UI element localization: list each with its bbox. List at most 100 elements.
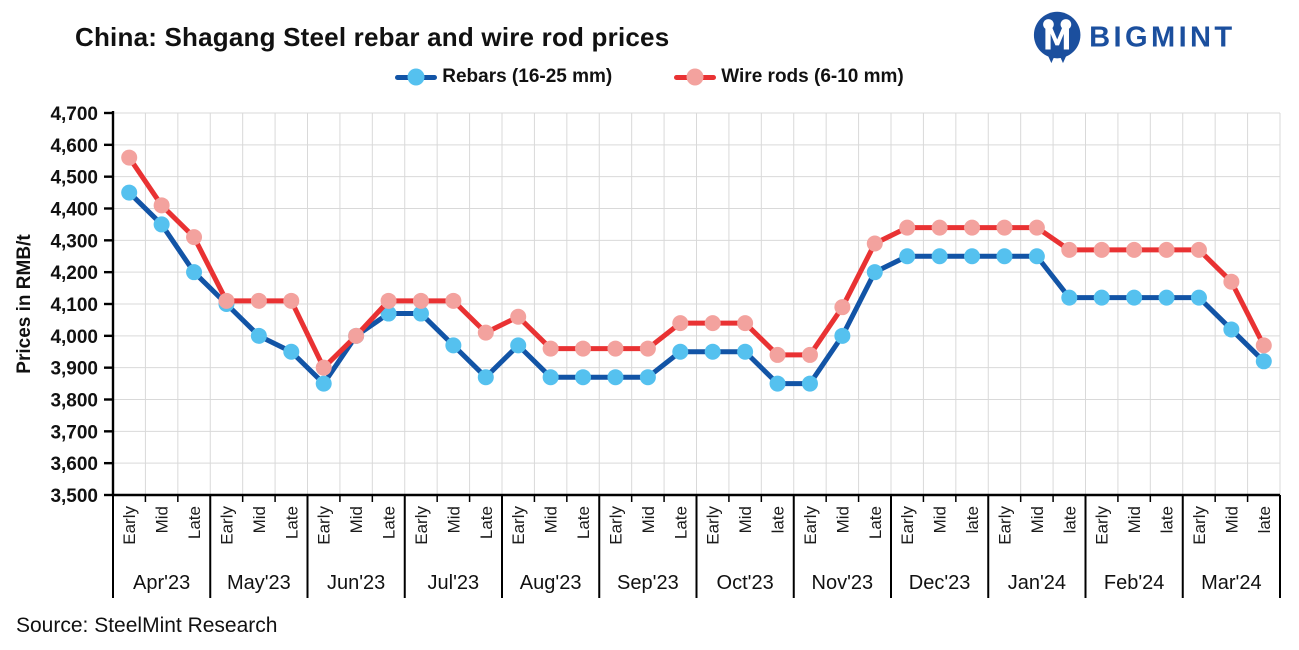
data-point-marker: [445, 337, 462, 354]
month-label: Feb'24: [1104, 572, 1165, 594]
y-tick-label: 4,600: [50, 136, 98, 157]
data-point-marker: [1223, 321, 1240, 338]
y-tick-label: 4,000: [50, 327, 98, 348]
data-point-marker: [250, 292, 267, 309]
data-point-marker: [801, 375, 818, 392]
rebars-line-marker-icon: [395, 68, 438, 86]
period-label: Early: [1093, 506, 1112, 545]
data-point-marker: [283, 292, 300, 309]
period-label: late: [963, 506, 982, 533]
bigmint-logo: M BIGMINT: [1033, 11, 1235, 64]
data-point-marker: [1093, 289, 1110, 306]
data-point-marker: [834, 299, 851, 316]
y-axis-title: Prices in RMB/t: [14, 234, 35, 374]
data-point-marker: [1255, 337, 1272, 354]
data-point-marker: [1061, 289, 1078, 306]
data-point-marker: [542, 369, 559, 386]
month-label: Jul'23: [428, 572, 480, 594]
period-label: Mid: [931, 506, 950, 533]
data-point-marker: [575, 369, 592, 386]
data-point-marker: [412, 292, 429, 309]
data-point-marker: [737, 343, 754, 360]
data-point-marker: [283, 343, 300, 360]
data-point-marker: [1061, 241, 1078, 258]
period-label: Early: [1190, 506, 1209, 545]
data-point-marker: [121, 149, 138, 166]
y-tick-label: 4,500: [50, 168, 98, 189]
period-label: Late: [282, 506, 301, 539]
data-point-marker: [1028, 219, 1045, 236]
month-label: Dec'23: [909, 572, 971, 594]
period-label: Late: [574, 506, 593, 539]
data-point-marker: [866, 264, 883, 281]
data-point-marker: [672, 343, 689, 360]
data-point-marker: [315, 359, 332, 376]
data-point-marker: [1158, 289, 1175, 306]
page-title: China: Shagang Steel rebar and wire rod …: [75, 22, 670, 52]
data-point-marker: [510, 337, 527, 354]
period-label: Early: [120, 506, 139, 545]
bigmint-logo-icon: M: [1033, 11, 1081, 64]
period-label: Early: [315, 506, 334, 545]
data-point-marker: [769, 375, 786, 392]
data-point-marker: [186, 229, 203, 246]
data-point-marker: [510, 308, 527, 325]
legend-label-rebars: Rebars (16-25 mm): [442, 66, 613, 87]
data-point-marker: [186, 264, 203, 281]
period-label: Mid: [1028, 506, 1047, 533]
y-tick-label: 3,900: [50, 359, 98, 380]
data-point-marker: [1190, 289, 1207, 306]
period-label: Late: [380, 506, 399, 539]
period-label: Mid: [736, 506, 755, 533]
period-label: Mid: [153, 506, 172, 533]
month-label: Mar'24: [1201, 572, 1262, 594]
legend-item-wire-rods: Wire rods (6-10 mm): [674, 66, 904, 88]
period-label: Mid: [639, 506, 658, 533]
legend-item-rebars: Rebars (16-25 mm): [395, 66, 612, 88]
month-label: Jan'24: [1008, 572, 1066, 594]
legend-label-wire-rods: Wire rods (6-10 mm): [721, 66, 904, 87]
month-label: Apr'23: [133, 572, 190, 594]
period-label: late: [1060, 506, 1079, 533]
data-point-marker: [704, 343, 721, 360]
period-label: Mid: [250, 506, 269, 533]
period-label: Early: [704, 506, 723, 545]
data-point-marker: [380, 292, 397, 309]
data-point-marker: [866, 235, 883, 252]
data-point-marker: [834, 327, 851, 344]
data-point-marker: [477, 324, 494, 341]
period-label: Early: [509, 506, 528, 545]
data-point-marker: [639, 369, 656, 386]
data-point-marker: [931, 219, 948, 236]
month-label: Jun'23: [327, 572, 385, 594]
data-point-marker: [542, 340, 559, 357]
wire-rods-line-marker-icon: [674, 68, 717, 86]
data-point-marker: [964, 219, 981, 236]
period-label: Late: [866, 506, 885, 539]
data-point-marker: [412, 305, 429, 322]
y-tick-label: 3,800: [50, 391, 98, 412]
data-point-marker: [1093, 241, 1110, 258]
y-tick-label: 3,500: [50, 486, 98, 507]
data-point-marker: [380, 305, 397, 322]
y-tick-label: 4,100: [50, 295, 98, 316]
data-point-marker: [996, 219, 1013, 236]
data-point-marker: [1223, 273, 1240, 290]
data-point-marker: [1190, 241, 1207, 258]
data-point-marker: [445, 292, 462, 309]
source-note: Source: SteelMint Research: [16, 614, 278, 637]
period-label: late: [1255, 506, 1274, 533]
period-label: Early: [801, 506, 820, 545]
data-point-marker: [672, 315, 689, 332]
period-label: late: [1158, 506, 1177, 533]
period-label: Mid: [1222, 506, 1241, 533]
data-point-marker: [315, 375, 332, 392]
data-point-marker: [607, 369, 624, 386]
bigmint-logo-text: BIGMINT: [1089, 22, 1235, 54]
period-label: late: [769, 506, 788, 533]
data-point-marker: [964, 248, 981, 265]
data-point-marker: [737, 315, 754, 332]
month-label: May'23: [227, 572, 291, 594]
